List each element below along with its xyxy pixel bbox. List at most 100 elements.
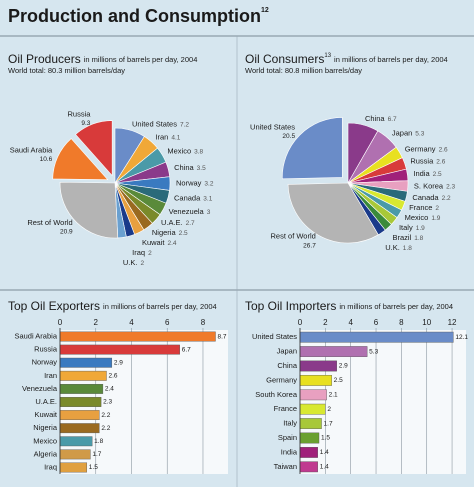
slice-name: Germany	[405, 144, 436, 153]
slice-name: U.A.E.	[161, 218, 183, 227]
value-label: 2.2	[101, 425, 110, 432]
bar	[59, 449, 91, 460]
slice-label: Iraq 2	[132, 248, 152, 257]
slice-value: 3.8	[194, 148, 203, 155]
x-tick-label: 0	[58, 318, 63, 327]
slice-label: Brazil 1.8	[392, 233, 423, 242]
bar	[299, 360, 337, 372]
y-tick-label: Kuwait	[34, 410, 57, 419]
chart-subtitle: in millions of barrels per day, 2004	[84, 55, 198, 64]
chart-total-note: World total: 80.3 million barrels/day	[8, 66, 125, 75]
slice-value: 10.6	[40, 156, 53, 163]
slice-value: 1.8	[414, 235, 423, 242]
slice-name: Russia	[68, 110, 92, 119]
slice-name: Japan	[392, 129, 412, 138]
slice-name: Iraq	[132, 248, 145, 257]
value-label: 2.2	[101, 412, 110, 419]
slice-label: Canada 2.2	[412, 193, 451, 202]
bar	[59, 344, 180, 355]
bar	[299, 461, 318, 473]
value-label: 1.7	[92, 451, 101, 458]
slice-name: S. Korea	[414, 181, 444, 190]
pie-slice	[281, 117, 343, 180]
bar	[59, 410, 100, 421]
y-tick-label: Iraq	[44, 462, 57, 471]
slice-name: Rest of World	[27, 218, 72, 227]
value-label: 2.4	[105, 386, 114, 393]
slice-value: 2	[435, 205, 439, 212]
x-tick-label: 10	[422, 318, 431, 327]
value-label: 2	[327, 406, 331, 413]
slice-value: 7.2	[180, 121, 189, 128]
y-tick-label: Japan	[277, 347, 297, 356]
slice-label: Kuwait 2.4	[142, 238, 177, 247]
bar	[59, 383, 104, 394]
value-label: 6.7	[182, 346, 191, 353]
title-note: 12	[261, 7, 269, 14]
y-tick-label: United States	[252, 332, 297, 341]
y-tick-label: South Korea	[255, 390, 298, 399]
x-tick-label: 2	[323, 318, 328, 327]
x-tick-label: 4	[348, 318, 353, 327]
slice-name: China	[365, 114, 385, 123]
value-label: 12.1	[455, 334, 468, 341]
y-tick-label: Nigeria	[33, 423, 58, 432]
slice-label: India 2.5	[413, 169, 442, 178]
chart-subtitle: in millions of barrels per day, 2004	[339, 302, 453, 311]
pie-slice	[52, 138, 109, 180]
slice-label: Germany 2.6	[405, 144, 448, 153]
slice-value: 26.7	[303, 242, 316, 249]
value-label: 1.5	[89, 464, 98, 471]
y-tick-label: Taiwan	[274, 462, 297, 471]
value-label: 2.9	[339, 363, 348, 370]
slice-value: 9.3	[81, 120, 90, 127]
bar	[299, 403, 326, 415]
slice-value: 4.1	[171, 134, 180, 141]
pie-slice	[287, 182, 379, 244]
slice-name: Nigeria	[152, 228, 177, 237]
value-label: 2.1	[329, 392, 338, 399]
chart-title: Top Oil Importers in millions of barrels …	[245, 299, 453, 313]
slice-value: 2.3	[446, 183, 455, 190]
slice-label: Nigeria 2.5	[152, 228, 188, 237]
pie-slice	[59, 181, 119, 239]
value-label: 1.8	[94, 438, 103, 445]
slice-value: 2.6	[439, 146, 448, 153]
x-tick-label: 4	[129, 318, 134, 327]
slice-label: Russia 2.6	[410, 156, 445, 165]
chart-subtitle: in millions of barrels per day, 2004	[334, 55, 448, 64]
slice-name: U.K.	[385, 243, 400, 252]
slice-label: China 3.5	[174, 163, 206, 172]
slice-value: 2.5	[433, 171, 442, 178]
slice-name: Norway	[176, 179, 202, 188]
slice-value: 2.7	[186, 220, 195, 227]
chart-subtitle: in millions of barrels per day, 2004	[103, 302, 217, 311]
slice-name: Rest of World	[271, 232, 316, 241]
slice-label: Iran 4.1	[155, 132, 180, 141]
y-tick-label: Saudi Arabia	[14, 332, 57, 341]
slice-label: France 2	[409, 203, 439, 212]
slice-label: Mexico 1.9	[405, 213, 441, 222]
y-tick-label: France	[274, 404, 297, 413]
chart-title: Oil Consumers13 in millions of barrels pe…	[245, 52, 448, 66]
y-tick-label: Italy	[283, 419, 297, 428]
slice-value: 5.3	[415, 130, 424, 137]
chart-total-note: World total: 80.8 million barrels/day	[245, 66, 362, 75]
slice-label: Japan 5.3	[392, 129, 425, 138]
slice-name: Canada	[174, 193, 201, 202]
value-label: 1.4	[320, 449, 329, 456]
slice-label: Italy 1.9	[399, 223, 425, 232]
x-tick-label: 8	[399, 318, 404, 327]
x-tick-label: 0	[298, 318, 303, 327]
slice-name: Mexico	[167, 147, 191, 156]
x-tick-label: 6	[374, 318, 379, 327]
slice-value: 3.1	[203, 195, 212, 202]
slice-value: 20.5	[282, 133, 295, 140]
slice-label: U.K. 1.8	[385, 243, 412, 252]
slice-name: U.K.	[123, 258, 138, 267]
bar	[299, 389, 327, 401]
bar	[299, 375, 332, 386]
slice-name: Russia	[410, 156, 434, 165]
